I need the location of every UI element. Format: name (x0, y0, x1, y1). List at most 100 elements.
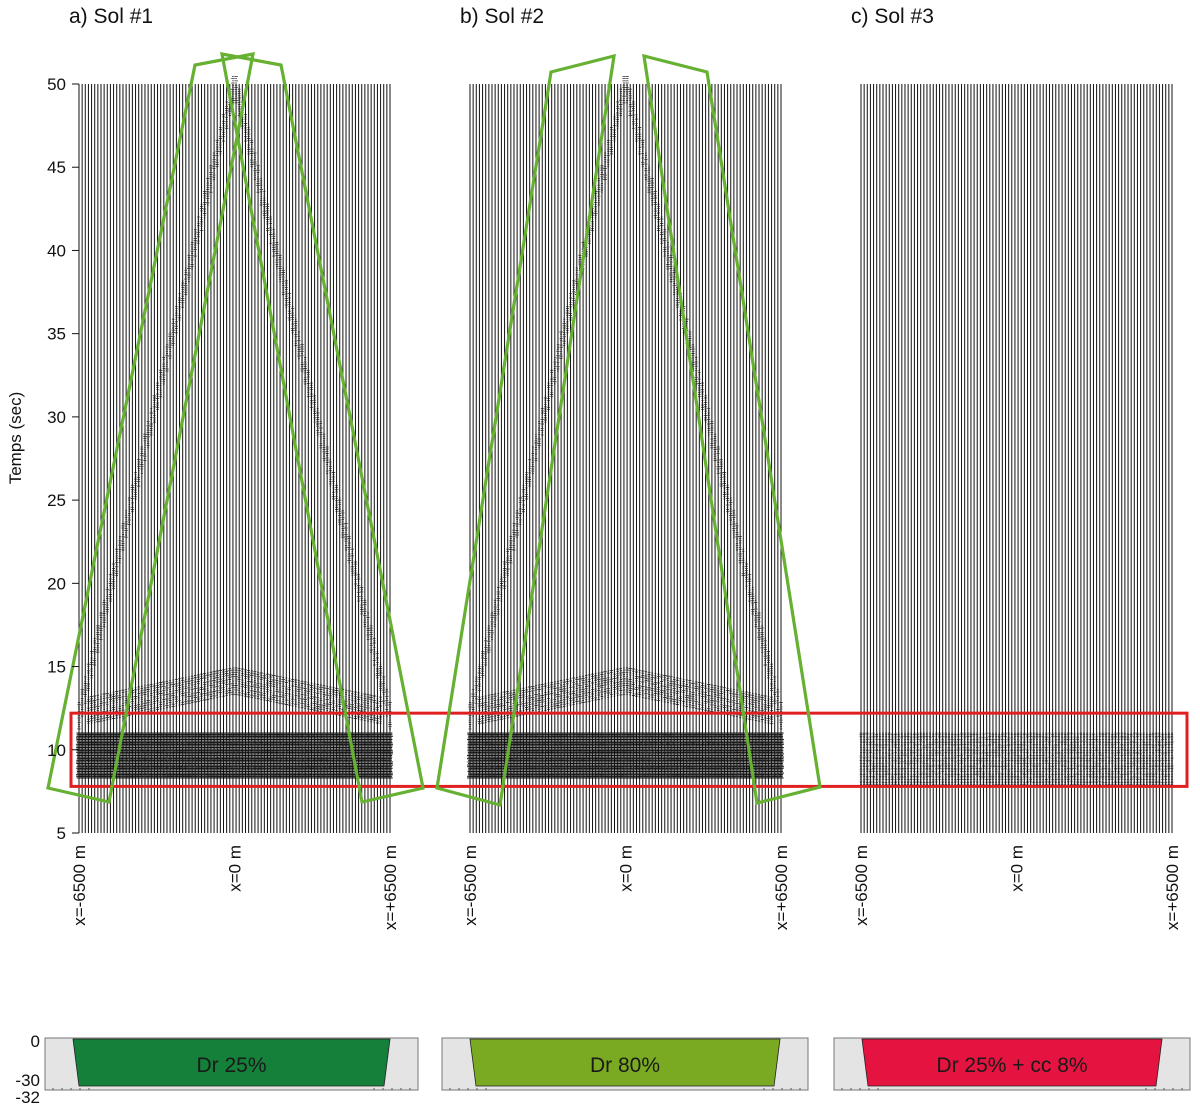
soil-layer-a (72, 1038, 391, 1087)
wave-band-b (598, 732, 605, 779)
wave-band-b (552, 732, 558, 779)
x-tick-label: x=0 m (1008, 845, 1027, 892)
wave-band-a (296, 732, 302, 779)
wave-v-arrival-b (597, 178, 601, 700)
wave-v-arrival-a (158, 369, 163, 710)
wave-v-arrival-a (180, 280, 185, 705)
wave-band-a (343, 732, 349, 779)
wave-band-b (595, 732, 602, 779)
wave-v-arrival-b (634, 114, 639, 697)
wave-band-c (969, 732, 973, 785)
wave-v-arrival-a (331, 472, 336, 715)
wave-band-a (387, 732, 393, 779)
wave-band-a (76, 732, 82, 779)
wave-band-c (1073, 732, 1076, 785)
wave-band-a (94, 732, 101, 779)
wave-band-a (220, 732, 227, 779)
wave-v-arrival-a (356, 574, 361, 720)
wave-v-arrival-b (565, 305, 570, 707)
wave-band-c (865, 732, 869, 785)
wave-band-c (1016, 732, 1020, 785)
wave-v-arrival-a (275, 242, 279, 704)
wave-band-b (693, 732, 700, 779)
wave-v-arrival-a (366, 612, 370, 722)
wave-band-c (887, 732, 891, 785)
wave-band-c (1045, 732, 1048, 785)
wave-band-c (985, 732, 989, 785)
wave-band-c (872, 732, 875, 785)
wave-band-a (145, 732, 151, 779)
wave-band-a (98, 732, 104, 779)
wave-v-arrival-a (218, 127, 223, 698)
wave-band-b (548, 732, 555, 779)
annotation-layer (46, 51, 1189, 808)
wave-band-a (289, 732, 296, 779)
wave-band-c (869, 732, 872, 785)
wave-band-c (1136, 732, 1139, 785)
wave-band-b (674, 732, 681, 779)
soil-columns-layer: Dr 25% 0 -30-32 Dr 80% Dr 25% + cc 8% (15, 1032, 1191, 1107)
wave-band-b (592, 732, 599, 779)
wave-v-arrival-b (653, 190, 658, 701)
x-tick-label: x=+6500 m (772, 845, 791, 930)
wave-band-c (1170, 732, 1174, 785)
wave-band-b (712, 732, 718, 779)
wave-band-b (564, 732, 571, 779)
wave-band-a (151, 732, 158, 779)
wave-band-b (677, 732, 684, 779)
wave-band-c (1029, 732, 1032, 785)
wave-band-c (891, 732, 894, 785)
wave-band-c (1063, 732, 1067, 785)
wave-band-a (308, 732, 315, 779)
wave-band-b (511, 732, 517, 779)
wave-band-b (489, 732, 495, 779)
wave-band-b (517, 732, 524, 779)
wave-v-arrival-b (524, 472, 529, 715)
wave-v-arrival-b (666, 242, 670, 704)
wave-band-b (740, 732, 747, 779)
wave-v-arrival-a (105, 587, 109, 721)
wave-band-b (473, 732, 480, 779)
wave-band-c (1101, 732, 1105, 785)
wave-v-arrival-a (149, 408, 153, 712)
wave-band-b (686, 732, 693, 779)
wave-band-a (280, 732, 287, 779)
wave-v-arrival-a (206, 178, 210, 700)
wave-band-b (727, 732, 734, 779)
wave-band-a (365, 732, 371, 779)
wave-band-c (1001, 732, 1004, 785)
wave-band-c (925, 732, 929, 785)
wave-band-b (658, 732, 665, 779)
x-tick-label: x=-6500 m (70, 845, 89, 926)
wave-v-arrival-b (615, 101, 620, 696)
wave-v-arrival-b (572, 280, 576, 705)
wave-band-b (759, 732, 766, 779)
wave-band-a (371, 732, 378, 779)
wave-band-c (897, 732, 901, 785)
wave-v-arrival-b (562, 318, 567, 707)
wave-band-a (182, 732, 189, 779)
wave-v-arrival-a (212, 152, 216, 699)
wave-v-arrival-a (96, 625, 100, 723)
green-arrival-box (435, 53, 616, 808)
wave-energy-layer (76, 75, 1174, 785)
wave-v-arrival-b (490, 612, 494, 722)
wave-band-b (709, 732, 715, 779)
wave-v-arrival-a (265, 203, 270, 702)
wave-band-a (101, 732, 108, 779)
wave-band-b (577, 732, 583, 779)
wave-band-c (1107, 732, 1111, 785)
wave-band-b (643, 732, 649, 779)
wave-v-arrival-a (262, 190, 267, 701)
wave-band-a (91, 732, 98, 779)
wave-v-arrival-b (600, 165, 604, 700)
wave-band-c (1126, 732, 1130, 785)
wave-v-arrival-b (700, 382, 705, 711)
wave-v-arrival-a (319, 420, 323, 712)
wave-band-a (380, 732, 387, 779)
wave-band-b (479, 732, 486, 779)
wave-band-b (514, 732, 521, 779)
wave-band-b (721, 732, 728, 779)
wave-band-c (922, 732, 926, 785)
